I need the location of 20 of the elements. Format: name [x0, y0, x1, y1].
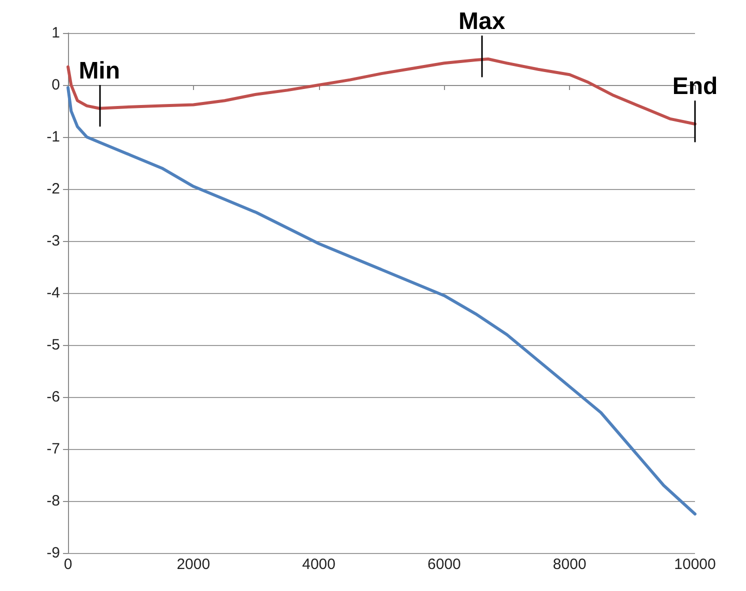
- annotation: Max: [458, 8, 506, 36]
- y-tick-label: -4: [46, 284, 60, 302]
- x-tick-label: 8000: [552, 556, 586, 573]
- y-tick-label: 0: [52, 76, 60, 94]
- annotation: End: [672, 73, 718, 100]
- y-tick-label: -7: [46, 440, 60, 458]
- x-tick-label: 6000: [428, 556, 461, 573]
- y-tick-label: -3: [46, 232, 60, 250]
- y-tick-label: -2: [46, 180, 60, 198]
- y-tick-label: 1: [52, 24, 60, 42]
- x-tick-label: 4000: [302, 556, 336, 573]
- x-tick-label: 0: [64, 556, 72, 573]
- x-tick-label: 10000: [674, 556, 716, 573]
- y-tick-label: -9: [46, 544, 60, 562]
- y-tick-label: -8: [46, 492, 60, 510]
- y-tick-label: -6: [46, 388, 60, 406]
- y-tick-label: -1: [46, 128, 60, 146]
- annotation: Min: [78, 58, 120, 84]
- y-tick-label: -5: [46, 336, 60, 354]
- x-tick-label: 2000: [176, 556, 210, 573]
